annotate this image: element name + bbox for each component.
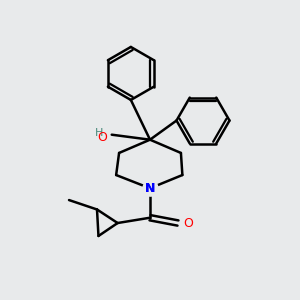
Text: O: O: [98, 130, 107, 143]
Text: N: N: [145, 182, 155, 195]
Text: O: O: [183, 217, 193, 230]
Text: H: H: [94, 128, 103, 138]
Text: N: N: [145, 182, 155, 195]
Point: [148, 186, 152, 191]
